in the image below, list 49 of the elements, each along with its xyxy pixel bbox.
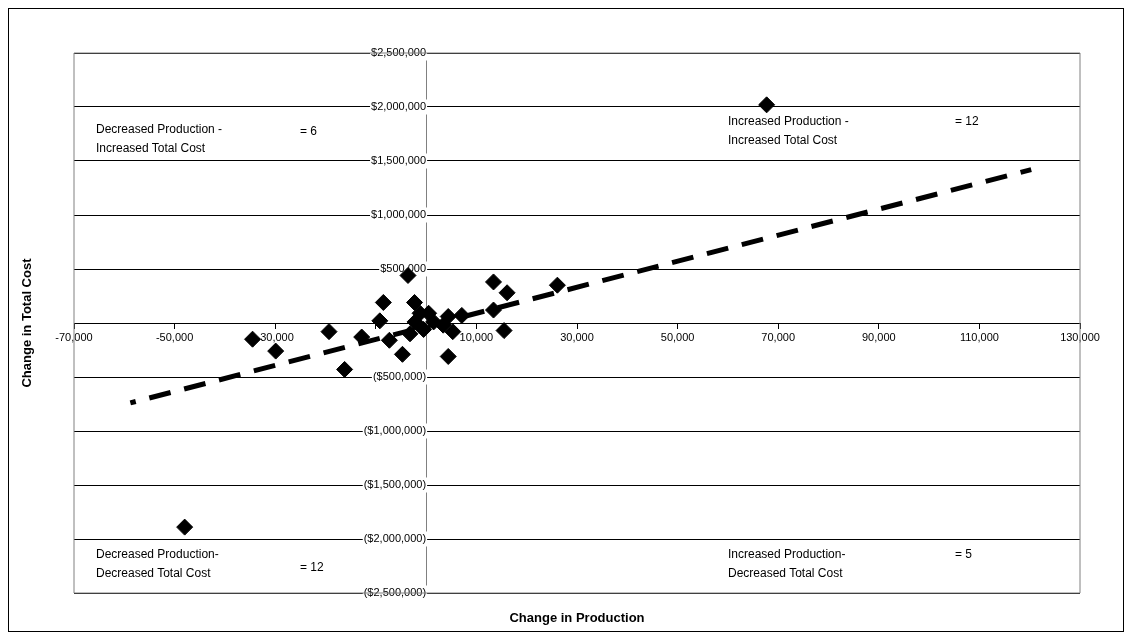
annotation: = 12	[300, 560, 325, 575]
y-tick-label: ($1,000,000)	[363, 424, 427, 437]
y-tick-label: ($2,000,000)	[363, 532, 427, 545]
x-tick-label: 130,000	[1060, 330, 1100, 343]
point	[374, 293, 392, 311]
x-tick-label: -50,000	[155, 330, 194, 343]
point	[401, 325, 419, 343]
x-tick-label: 110,000	[959, 330, 999, 343]
point	[406, 293, 424, 311]
y-axis-title: Change in Total Cost	[18, 258, 34, 388]
point	[380, 331, 398, 349]
point	[758, 96, 776, 114]
annotation: = 12	[955, 114, 980, 129]
annotation: = 6	[300, 124, 318, 139]
y-tick-label: $1,500,000	[371, 154, 427, 167]
point	[498, 284, 516, 302]
point	[320, 323, 338, 341]
x-tick-label: 90,000	[861, 330, 896, 343]
point	[439, 347, 457, 365]
y-tick-label: ($2,500,000)	[363, 586, 427, 599]
annotation: Increased Production- Decreased Total Cost	[728, 547, 846, 581]
annotation: Decreased Production- Decreased Total Cost	[96, 547, 219, 581]
x-tick-label: -70,000	[55, 330, 93, 343]
point	[548, 276, 566, 294]
annotation: Decreased Production - Increased Total Cost	[96, 122, 223, 156]
point	[485, 301, 502, 319]
point	[371, 312, 389, 330]
point	[495, 322, 513, 340]
point	[393, 345, 411, 363]
point	[336, 360, 354, 378]
x-tick-label: -30,000	[256, 330, 294, 343]
y-tick-label: $2,000,000	[371, 100, 427, 113]
point	[267, 342, 285, 360]
x-axis-title: Change in Production	[508, 610, 646, 625]
annotation: = 5	[955, 547, 973, 562]
y-tick-label: $2,500,000	[371, 46, 427, 59]
y-tick-label: ($1,500,000)	[363, 478, 427, 491]
x-tick-label: 30,000	[560, 330, 594, 343]
annotation: Increased Production - Increased Total Cost	[728, 114, 849, 148]
point	[176, 518, 194, 536]
x-tick-label: 70,000	[761, 330, 796, 343]
x-tick-label: 10,000	[459, 330, 494, 343]
point	[485, 273, 502, 291]
x-tick-label: 50,000	[660, 330, 695, 343]
y-tick-label: $1,000,000	[371, 208, 427, 221]
y-tick-label: ($500,000)	[372, 370, 427, 383]
point	[415, 320, 433, 338]
point	[406, 313, 424, 331]
point	[444, 323, 462, 341]
